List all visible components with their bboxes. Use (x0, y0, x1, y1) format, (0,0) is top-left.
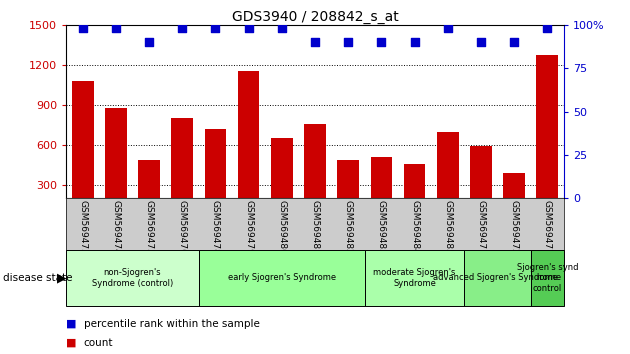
Text: GSM569473: GSM569473 (78, 200, 87, 255)
Bar (365, 250, 464, 306)
Text: GSM569485: GSM569485 (444, 200, 452, 255)
Text: GSM569472: GSM569472 (510, 200, 518, 255)
Text: early Sjogren's Syndrome: early Sjogren's Syndrome (228, 273, 336, 282)
Text: Sjogren's synd
rome
control: Sjogren's synd rome control (517, 263, 578, 293)
Text: disease state: disease state (3, 273, 72, 283)
Text: GSM569471: GSM569471 (476, 200, 485, 255)
Bar (338, 160, 359, 225)
Text: GSM569476: GSM569476 (178, 200, 186, 255)
Point (144, 39, 154, 45)
Bar (238, 72, 260, 225)
Bar (171, 118, 193, 225)
Point (77, 25, 88, 31)
Text: GSM569483: GSM569483 (377, 200, 386, 255)
Text: advanced Sjogren's Syndrome: advanced Sjogren's Syndrome (433, 273, 561, 282)
Text: GSM569479: GSM569479 (244, 200, 253, 255)
Point (542, 25, 553, 31)
Bar (437, 132, 459, 225)
Bar (105, 108, 127, 225)
Text: GSM569477: GSM569477 (543, 200, 552, 255)
Text: ■: ■ (66, 338, 77, 348)
Bar (72, 81, 93, 225)
Point (476, 39, 486, 45)
Text: moderate Sjogren's
Syndrome: moderate Sjogren's Syndrome (374, 268, 455, 287)
Text: ▶: ▶ (57, 272, 67, 284)
Point (111, 25, 121, 31)
Point (443, 25, 453, 31)
Title: GDS3940 / 208842_s_at: GDS3940 / 208842_s_at (232, 10, 398, 24)
Bar (271, 138, 292, 225)
Bar (530, 250, 564, 306)
Text: GSM569474: GSM569474 (112, 200, 120, 255)
Text: ■: ■ (66, 319, 77, 329)
Text: percentile rank within the sample: percentile rank within the sample (84, 319, 260, 329)
Text: GSM569478: GSM569478 (211, 200, 220, 255)
Point (177, 25, 187, 31)
Bar (205, 129, 226, 225)
Text: GSM569475: GSM569475 (145, 200, 154, 255)
Text: GSM569480: GSM569480 (277, 200, 286, 255)
Text: non-Sjogren's
Syndrome (control): non-Sjogren's Syndrome (control) (92, 268, 173, 287)
Bar (370, 157, 392, 225)
Bar (464, 250, 530, 306)
Bar (66, 250, 199, 306)
Point (277, 25, 287, 31)
Text: GSM569481: GSM569481 (311, 200, 319, 255)
Bar (503, 173, 525, 225)
Text: GSM569484: GSM569484 (410, 200, 419, 255)
Bar (304, 124, 326, 225)
Bar (139, 160, 160, 225)
Bar (537, 56, 558, 225)
Point (376, 39, 386, 45)
Bar (404, 164, 425, 225)
Text: GSM569482: GSM569482 (344, 200, 353, 255)
Point (410, 39, 420, 45)
Point (343, 39, 353, 45)
Text: count: count (84, 338, 113, 348)
Point (310, 39, 320, 45)
Bar (470, 146, 491, 225)
Point (210, 25, 220, 31)
Bar (199, 250, 365, 306)
Point (244, 25, 254, 31)
Point (509, 39, 519, 45)
